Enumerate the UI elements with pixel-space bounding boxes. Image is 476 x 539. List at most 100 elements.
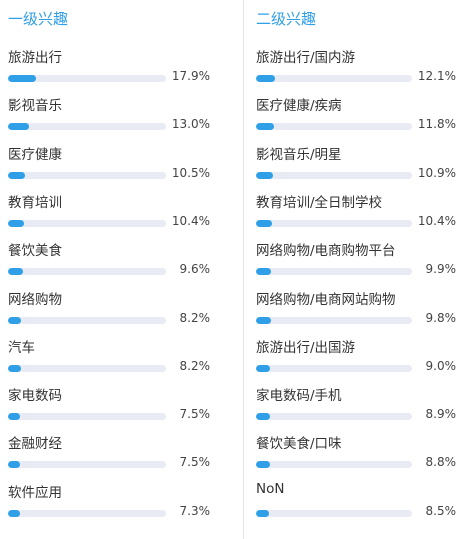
bar-row: 网络购物/电商购物平台 9.9% [248, 239, 476, 287]
bar-track [8, 219, 166, 227]
bar-category-label: 金融财经 [8, 436, 62, 453]
panel-divider [243, 0, 244, 539]
bar-row: 医疗健康/疾病 11.8% [248, 94, 476, 142]
bar-category-label: 汽车 [8, 339, 35, 356]
bar-category-label: 餐饮美食/口味 [256, 436, 342, 453]
bar-track [256, 316, 412, 324]
bar-category-label: 教育培训 [8, 194, 62, 211]
bar-fill [256, 509, 270, 517]
bar-fill [256, 171, 273, 179]
bar-category-label: 影视音乐 [8, 98, 62, 115]
bar-category-label: NoN [256, 480, 285, 497]
bar-value-label: 10.4% [417, 213, 456, 228]
bar-track [8, 171, 166, 179]
bar-track [256, 268, 412, 276]
bar-track [256, 75, 412, 82]
bar-value-label: 8.5% [425, 503, 457, 518]
bar-category-label: 医疗健康/疾病 [256, 98, 342, 115]
bar-track [8, 316, 166, 324]
bar-value-label: 9.0% [425, 358, 457, 373]
bar-value-label: 8.2% [179, 310, 211, 325]
bar-value-label: 10.9% [417, 165, 456, 180]
bar-fill [8, 316, 21, 324]
bar-category-label: 家电数码 [8, 388, 62, 405]
bar-category-label: 网络购物 [8, 291, 62, 308]
bar-value-label: 7.5% [179, 455, 211, 470]
bar-fill [8, 75, 37, 82]
primary-interest-title: 一级兴趣 [8, 10, 69, 28]
bar-row: 餐饮美食 9.6% [0, 239, 236, 287]
bar-category-label: 餐饮美食 [8, 243, 62, 260]
bar-row: 旅游出行/出国游 9.0% [248, 336, 476, 384]
bar-value-label: 8.9% [425, 407, 457, 422]
bar-fill [256, 413, 270, 421]
bar-value-label: 10.4% [171, 213, 210, 228]
bar-track [8, 123, 166, 131]
bar-row: NoN 8.5% [248, 481, 476, 529]
bar-track [8, 75, 166, 82]
bar-track [8, 461, 166, 469]
bar-row: 教育培训/全日制学校 10.4% [248, 191, 476, 239]
bar-value-label: 12.1% [417, 69, 456, 83]
bar-track [256, 364, 412, 372]
bar-value-label: 7.3% [179, 503, 211, 518]
bar-row: 汽车 8.2% [0, 336, 236, 384]
bar-fill [8, 268, 24, 276]
bar-track [8, 413, 166, 421]
bar-row: 影视音乐/明星 10.9% [248, 143, 476, 191]
bar-category-label: 家电数码/手机 [256, 388, 342, 405]
bar-category-label: 网络购物/电商网站购物 [256, 291, 396, 308]
bar-fill [256, 75, 275, 82]
bar-fill [256, 123, 275, 131]
bar-track [8, 509, 166, 517]
bar-fill [256, 364, 271, 372]
bar-value-label: 9.8% [425, 310, 457, 325]
bar-row: 旅游出行/国内游 12.1% [248, 46, 476, 94]
bar-category-label: 教育培训/全日制学校 [256, 194, 383, 211]
bar-fill [256, 316, 272, 324]
bar-row: 影视音乐 13.0% [0, 94, 236, 142]
bar-row: 家电数码/手机 8.9% [248, 384, 476, 432]
bar-value-label: 10.5% [171, 165, 210, 180]
bar-category-label: 旅游出行/国内游 [256, 50, 356, 66]
bar-row: 网络购物 8.2% [0, 288, 236, 336]
bar-fill [256, 268, 272, 276]
bar-category-label: 网络购物/电商购物平台 [256, 243, 396, 260]
bar-track [256, 219, 412, 227]
bar-value-label: 8.8% [425, 455, 457, 470]
bar-track [8, 268, 166, 276]
secondary-interest-title: 二级兴趣 [256, 10, 317, 28]
bar-fill [8, 509, 20, 517]
bar-fill [256, 219, 273, 227]
bar-fill [8, 364, 21, 372]
bar-track [256, 413, 412, 421]
bar-track [256, 461, 412, 469]
bar-fill [8, 171, 25, 179]
bar-fill [256, 461, 270, 469]
bar-fill [8, 219, 25, 227]
bar-track [256, 171, 412, 179]
bar-row: 教育培训 10.4% [0, 191, 236, 239]
bar-row: 餐饮美食/口味 8.8% [248, 432, 476, 480]
bar-row: 旅游出行 17.9% [0, 46, 236, 94]
secondary-interest-panel: 二级兴趣 旅游出行/国内游 12.1% 医疗健康/疾病 11.8% 影视音乐/明星 10.… [248, 0, 476, 539]
bar-value-label: 9.9% [425, 262, 457, 277]
bar-value-label: 13.0% [171, 117, 210, 132]
bar-row: 金融财经 7.5% [0, 432, 236, 480]
bar-value-label: 9.6% [179, 262, 211, 277]
bar-category-label: 旅游出行 [8, 50, 62, 66]
bar-fill [8, 461, 20, 469]
bar-row: 医疗健康 10.5% [0, 143, 236, 191]
bar-category-label: 软件应用 [8, 484, 62, 501]
bar-fill [8, 413, 20, 421]
bar-category-label: 影视音乐/明星 [256, 146, 342, 163]
bar-value-label: 8.2% [179, 358, 211, 373]
bar-fill [8, 123, 29, 131]
bar-track [256, 123, 412, 131]
bar-value-label: 7.5% [179, 407, 211, 422]
primary-interest-panel: 一级兴趣 旅游出行 17.9% 影视音乐 13.0% 医疗健康 10.5% 教育培训 10.4… [0, 0, 236, 539]
bar-value-label: 11.8% [417, 117, 456, 132]
bar-track [256, 509, 412, 517]
bar-row: 网络购物/电商网站购物 9.8% [248, 288, 476, 336]
bar-track [8, 364, 166, 372]
